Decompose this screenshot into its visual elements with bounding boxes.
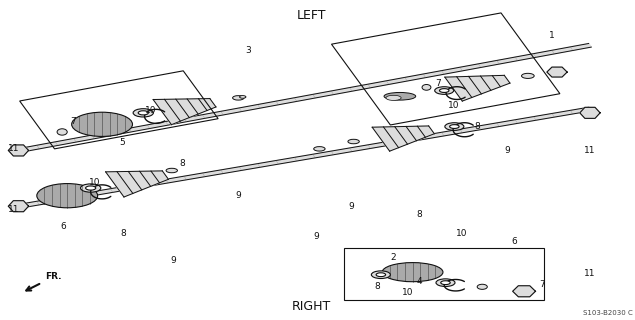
Text: 7: 7 xyxy=(70,117,76,126)
Ellipse shape xyxy=(439,89,449,92)
Polygon shape xyxy=(547,67,567,77)
Text: 7: 7 xyxy=(435,79,441,88)
Text: 10: 10 xyxy=(403,288,414,297)
Text: 8: 8 xyxy=(416,210,422,219)
Ellipse shape xyxy=(450,124,459,128)
Text: 11: 11 xyxy=(8,205,19,214)
Text: 10: 10 xyxy=(145,106,157,115)
Polygon shape xyxy=(372,126,434,151)
Ellipse shape xyxy=(376,273,385,276)
Text: 9: 9 xyxy=(313,232,319,241)
Text: 1: 1 xyxy=(549,31,555,40)
Text: 8: 8 xyxy=(474,122,480,131)
Ellipse shape xyxy=(436,279,455,286)
Text: 9: 9 xyxy=(505,146,511,155)
Ellipse shape xyxy=(422,84,431,90)
Text: 4: 4 xyxy=(416,276,422,285)
Ellipse shape xyxy=(86,186,96,190)
Ellipse shape xyxy=(371,271,391,278)
Ellipse shape xyxy=(37,184,98,208)
Polygon shape xyxy=(18,107,591,208)
Text: 8: 8 xyxy=(180,159,185,168)
Text: 11: 11 xyxy=(584,268,596,278)
Ellipse shape xyxy=(166,168,177,173)
Text: 6: 6 xyxy=(60,222,65,231)
Ellipse shape xyxy=(138,111,149,115)
Text: 2: 2 xyxy=(391,253,396,262)
Text: 7: 7 xyxy=(540,280,545,289)
Polygon shape xyxy=(18,44,591,152)
Text: 9: 9 xyxy=(171,256,177,265)
Ellipse shape xyxy=(521,73,534,78)
Polygon shape xyxy=(8,201,29,212)
Text: 9: 9 xyxy=(236,190,241,200)
Ellipse shape xyxy=(239,96,246,98)
Text: RIGHT: RIGHT xyxy=(291,300,331,313)
Text: S103-B2030 C: S103-B2030 C xyxy=(584,310,633,316)
Ellipse shape xyxy=(382,263,443,282)
Text: 5: 5 xyxy=(119,138,125,147)
Text: 11: 11 xyxy=(8,144,19,153)
Text: 10: 10 xyxy=(89,178,100,187)
Polygon shape xyxy=(8,145,29,156)
Ellipse shape xyxy=(348,139,359,144)
Text: 10: 10 xyxy=(448,101,460,110)
Polygon shape xyxy=(445,75,510,101)
Text: 8: 8 xyxy=(374,282,380,291)
Text: 3: 3 xyxy=(245,45,251,55)
Text: LEFT: LEFT xyxy=(297,9,326,21)
Bar xyxy=(344,248,544,300)
Text: 11: 11 xyxy=(584,146,596,155)
Ellipse shape xyxy=(232,96,244,100)
Ellipse shape xyxy=(445,123,464,130)
Ellipse shape xyxy=(72,112,133,136)
Ellipse shape xyxy=(81,184,101,192)
Ellipse shape xyxy=(435,87,454,94)
Ellipse shape xyxy=(133,109,154,117)
Polygon shape xyxy=(105,171,168,197)
Ellipse shape xyxy=(384,92,416,100)
Ellipse shape xyxy=(441,281,450,284)
Text: FR.: FR. xyxy=(45,272,62,281)
Ellipse shape xyxy=(314,147,325,151)
Ellipse shape xyxy=(477,284,487,289)
Text: 8: 8 xyxy=(120,229,126,238)
Polygon shape xyxy=(580,107,600,118)
Text: 9: 9 xyxy=(348,202,354,211)
Text: 10: 10 xyxy=(456,229,468,238)
Ellipse shape xyxy=(386,95,401,100)
Polygon shape xyxy=(512,286,535,297)
Polygon shape xyxy=(153,99,216,125)
Text: 6: 6 xyxy=(511,237,517,246)
Ellipse shape xyxy=(57,129,67,135)
